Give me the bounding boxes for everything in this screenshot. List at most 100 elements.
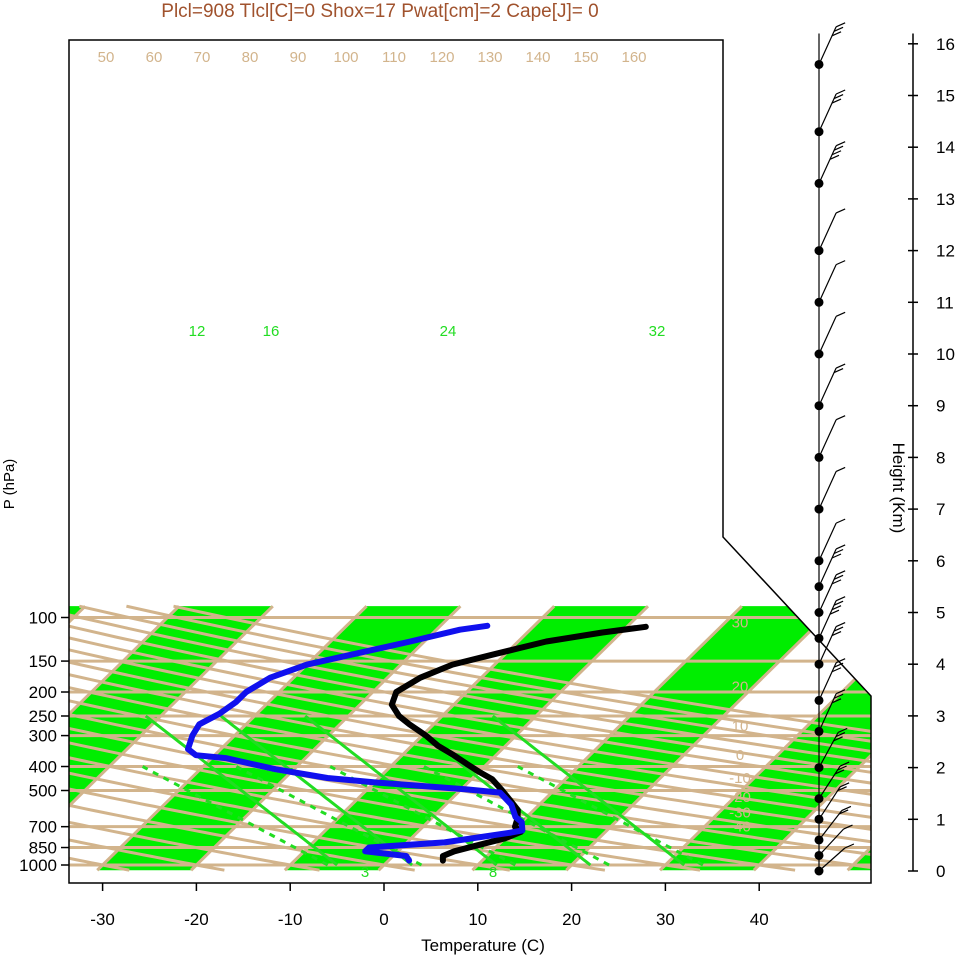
dry-adiabat-line (69, 604, 871, 872)
barb-shaft (818, 626, 837, 665)
pressure-tick-label: 300 (29, 727, 57, 746)
barb-feather (833, 548, 844, 555)
barb-shaft (818, 693, 837, 732)
pressure-tick-label: 200 (29, 683, 57, 702)
barb-feather (833, 93, 844, 100)
barb-feather (835, 260, 846, 266)
dry-adiabat-line (69, 604, 225, 872)
barb-feather (831, 605, 842, 611)
dry-adiabat-label: 140 (525, 49, 550, 66)
barb-shaft (818, 264, 837, 303)
temperature-tick-label: -30 (90, 910, 115, 929)
barb-feather (835, 466, 846, 472)
isotherm-label: 30 (732, 615, 749, 632)
pressure-tick-label: 150 (29, 652, 57, 671)
dry-adiabat-line (69, 604, 320, 872)
barb-feather (833, 145, 844, 151)
dewpoint-profile (185, 622, 526, 864)
green-band (69, 606, 273, 871)
barb-shaft (818, 786, 841, 820)
temperature-tick-label: 20 (562, 910, 581, 929)
isotherm-line (96, 605, 368, 872)
barb-feather (835, 570, 846, 576)
temperature-tick-label: -20 (184, 910, 209, 929)
height-tick-label: 1 (936, 810, 945, 829)
barb-feather (833, 574, 844, 580)
mixing-ratio-line (144, 714, 339, 867)
green-bands (69, 606, 871, 871)
isoline-labels: -40-30-20 -10 0 10 20 30 50 60 70 80 90 100 110 120 13… (98, 49, 751, 881)
isotherm-line (659, 605, 871, 872)
barb-feather (844, 843, 855, 849)
moist-adiabat-line (141, 765, 329, 867)
profiles (185, 622, 649, 864)
dry-adiabat-line (69, 604, 871, 872)
dry-adiabat-line (69, 604, 871, 872)
dry-adiabat-label: 80 (242, 49, 259, 66)
barb-shaft (818, 847, 846, 872)
barb-shaft (818, 662, 837, 701)
barb-shaft (818, 600, 837, 639)
pressure-tick-label: 700 (29, 818, 57, 837)
isotherm-line (752, 605, 871, 872)
isotherm-label: 10 (732, 718, 749, 735)
barb-feather (831, 698, 842, 704)
barb-shaft (818, 212, 837, 251)
barb-feather (835, 363, 846, 369)
height-tick-label: 7 (936, 500, 945, 519)
barb-feather (831, 553, 842, 559)
barb-shaft (818, 732, 839, 768)
y-axis-label: P (hPa) (1, 459, 18, 510)
temperature-tick-label: 10 (468, 910, 487, 929)
barb-feather (843, 824, 853, 830)
barb-feather (829, 154, 840, 160)
barb-feather (835, 732, 846, 738)
barb-feather (841, 805, 852, 811)
pressure-tick-label: 1000 (19, 856, 57, 875)
barb-feather (835, 22, 846, 28)
barb-feather (837, 727, 848, 733)
dry-adiabat-line (126, 604, 871, 872)
barb-shaft (818, 316, 837, 355)
temperature-profile (388, 623, 649, 864)
temperature-tick-label: 0 (379, 910, 388, 929)
barb-feather (833, 662, 844, 668)
barb-feather (839, 782, 850, 788)
barb-feather (831, 579, 842, 585)
barb-feather (837, 765, 847, 771)
barb-feather (833, 367, 844, 374)
barb-shaft (818, 471, 837, 510)
dry-adiabat-label: 60 (146, 49, 163, 66)
temperature-tick-label: -10 (278, 910, 303, 929)
barb-feather (835, 311, 846, 317)
barb-feather (831, 31, 842, 37)
isotherm-label: -20 (729, 789, 751, 806)
height-tick-label: 16 (936, 35, 955, 54)
height-tick-label: 15 (936, 87, 955, 106)
barb-shaft (818, 522, 837, 562)
temperature-axis: -30 -20 -10 0 10 20 30 40 (90, 883, 769, 929)
barb-feather (835, 415, 846, 421)
height-tick-label: 10 (936, 345, 955, 364)
mixing-ratio-label: 24 (440, 323, 457, 340)
moist-adiabat-label: 3 (361, 864, 369, 881)
barb-shaft (818, 810, 843, 841)
dry-adiabat-label: 110 (382, 49, 406, 66)
barb-feather (835, 544, 846, 550)
height-tick-label: 2 (936, 759, 945, 778)
barb-feather (835, 141, 846, 147)
height-axis-label: Height (Km) (889, 443, 908, 534)
height-tick-label: 4 (936, 655, 945, 674)
barb-shaft (818, 93, 837, 132)
isotherm-label: 0 (736, 747, 744, 764)
barb-feather (834, 769, 845, 775)
height-tick-label: 12 (936, 242, 955, 261)
wind-barbs (814, 22, 855, 876)
mixing-ratio-label: 12 (189, 323, 206, 340)
pressure-tick-label: 850 (29, 839, 57, 858)
barb-feather (831, 667, 842, 673)
barb-shaft (818, 828, 844, 856)
